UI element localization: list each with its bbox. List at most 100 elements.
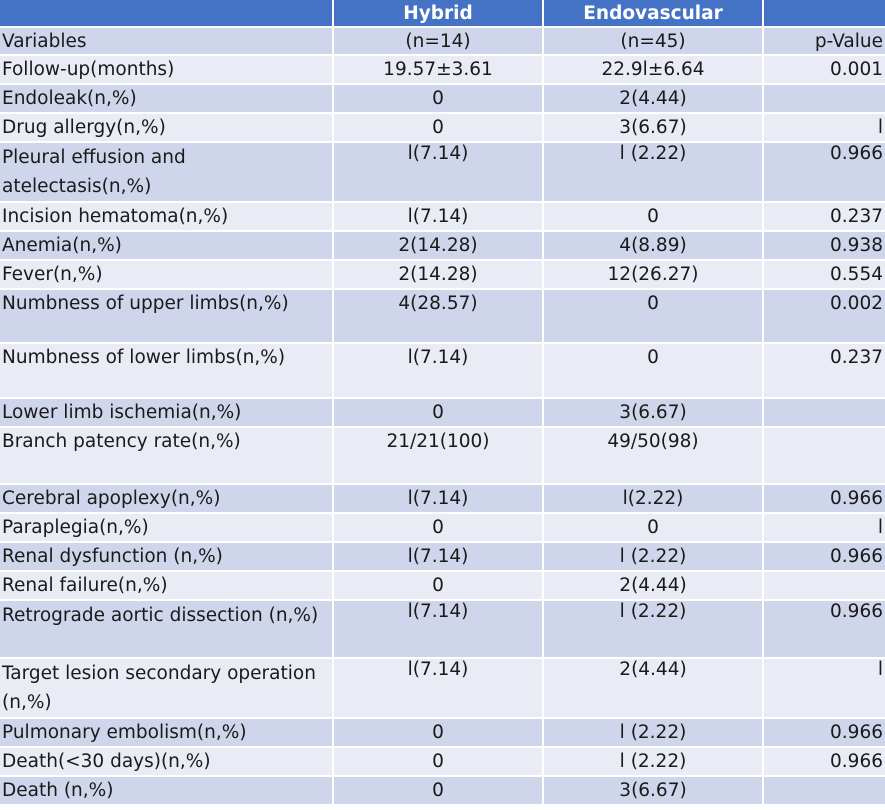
hybrid-cell: 4(28.57)	[333, 289, 544, 344]
table-row: Anemia(n,%) 2(14.28) 4(8.89) 0.938	[0, 231, 885, 261]
hybrid-cell: 0	[333, 513, 544, 543]
endovascular-cell: 0	[543, 343, 764, 399]
variable-cell: Pleural effusion and atelectasis(n,%)	[0, 142, 334, 203]
p-value-cell	[763, 84, 885, 114]
table-row: Variables (n=14) (n=45) p-Value	[0, 27, 885, 56]
variable-cell: Renal failure(n,%)	[0, 571, 334, 601]
p-value-cell: 0.002	[763, 289, 885, 344]
endovascular-cell: 4(8.89)	[543, 231, 764, 261]
table-body: Variables (n=14) (n=45) p-Value Follow-up(mo…	[0, 27, 885, 806]
endovascular-cell: 3(6.67)	[543, 398, 764, 428]
table-row: Drug allergy(n,%) 0 3(6.67) l	[0, 113, 885, 143]
table-row: Branch patency rate(n,%) 21/21(100) 49/50(…	[0, 427, 885, 485]
hybrid-cell: 0	[333, 113, 544, 143]
variable-cell: Follow-up(months)	[0, 55, 334, 85]
p-value-cell: 0.966	[763, 484, 885, 514]
table-row: Lower limb ischemia(n,%) 0 3(6.67)	[0, 398, 885, 428]
variable-cell: Numbness of upper limbs(n,%)	[0, 289, 334, 344]
hybrid-cell: l(7.14)	[333, 484, 544, 514]
hybrid-cell: l(7.14)	[333, 658, 544, 719]
variable-cell: Incision hematoma(n,%)	[0, 202, 334, 232]
p-value-cell: l	[763, 658, 885, 719]
table-row: Pleural effusion and atelectasis(n,%) l(7…	[0, 142, 885, 203]
hybrid-cell: l(7.14)	[333, 142, 544, 203]
table-row: Endoleak(n,%) 0 2(4.44)	[0, 84, 885, 114]
endovascular-cell: 0	[543, 513, 764, 543]
variable-cell: Death (n,%)	[0, 776, 334, 806]
header-cell-endovascular: Endovascular	[543, 0, 764, 28]
hybrid-cell: l(7.14)	[333, 343, 544, 399]
p-value-cell	[763, 776, 885, 806]
endovascular-cell: (n=45)	[543, 27, 764, 56]
endovascular-cell: 22.9l±6.64	[543, 55, 764, 85]
hybrid-cell: l(7.14)	[333, 542, 544, 572]
hybrid-cell: 0	[333, 84, 544, 114]
header-cell-hybrid: Hybrid	[333, 0, 544, 28]
variable-cell: Pulmonary embolism(n,%)	[0, 718, 334, 748]
hybrid-cell: 2(14.28)	[333, 260, 544, 290]
p-value-cell: 0.237	[763, 343, 885, 399]
p-value-cell	[763, 398, 885, 428]
hybrid-cell: 19.57±3.61	[333, 55, 544, 85]
variable-cell: Branch patency rate(n,%)	[0, 427, 334, 485]
hybrid-cell: 2(14.28)	[333, 231, 544, 261]
p-value-cell	[763, 571, 885, 601]
p-value-cell: 0.966	[763, 600, 885, 659]
variable-cell: Renal dysfunction (n,%)	[0, 542, 334, 572]
p-value-cell: 0.966	[763, 747, 885, 777]
endovascular-cell: l (2.22)	[543, 142, 764, 203]
table-header-row: Hybrid Endovascular	[0, 0, 885, 28]
table-row: Death(<30 days)(n,%) 0 l (2.22) 0.966	[0, 747, 885, 777]
table-row: Numbness of lower limbs(n,%) l(7.14) 0 0.23…	[0, 343, 885, 399]
hybrid-cell: 0	[333, 747, 544, 777]
endovascular-cell: 0	[543, 202, 764, 232]
table-row: Retrograde aortic dissection (n,%) l(7.14…	[0, 600, 885, 659]
variable-cell: Lower limb ischemia(n,%)	[0, 398, 334, 428]
endovascular-cell: 49/50(98)	[543, 427, 764, 485]
variable-cell: Retrograde aortic dissection (n,%)	[0, 600, 334, 659]
hybrid-cell: (n=14)	[333, 27, 544, 56]
endovascular-cell: l (2.22)	[543, 747, 764, 777]
hybrid-cell: 0	[333, 398, 544, 428]
endovascular-cell: 2(4.44)	[543, 571, 764, 601]
table-row: Follow-up(months) 19.57±3.61 22.9l±6.64 0.0…	[0, 55, 885, 85]
endovascular-cell: 2(4.44)	[543, 658, 764, 719]
hybrid-cell: 0	[333, 571, 544, 601]
table-row: Target lesion secondary operation (n,%) l…	[0, 658, 885, 719]
table-row: Renal failure(n,%) 0 2(4.44)	[0, 571, 885, 601]
table-row: Paraplegia(n,%) 0 0 l	[0, 513, 885, 543]
endovascular-cell: l (2.22)	[543, 542, 764, 572]
hybrid-cell: 21/21(100)	[333, 427, 544, 485]
endovascular-cell: l (2.22)	[543, 600, 764, 659]
variable-cell: Fever(n,%)	[0, 260, 334, 290]
p-value-cell: l	[763, 113, 885, 143]
variable-cell: Drug allergy(n,%)	[0, 113, 334, 143]
variable-cell: Variables	[0, 27, 334, 56]
table-row: Incision hematoma(n,%) l(7.14) 0 0.237	[0, 202, 885, 232]
table-row: Numbness of upper limbs(n,%) 4(28.57) 0 0.0…	[0, 289, 885, 344]
hybrid-cell: l(7.14)	[333, 600, 544, 659]
variable-cell: Anemia(n,%)	[0, 231, 334, 261]
endovascular-cell: l (2.22)	[543, 718, 764, 748]
variable-cell: Numbness of lower limbs(n,%)	[0, 343, 334, 399]
table-row: Fever(n,%) 2(14.28) 12(26.27) 0.554	[0, 260, 885, 290]
table-row: Death (n,%) 0 3(6.67)	[0, 776, 885, 806]
p-value-cell: 0.554	[763, 260, 885, 290]
p-value-cell: l	[763, 513, 885, 543]
hybrid-cell: l(7.14)	[333, 202, 544, 232]
table-row: Pulmonary embolism(n,%) 0 l (2.22) 0.966	[0, 718, 885, 748]
table-row: Cerebral apoplexy(n,%) l(7.14) l(2.22) 0.96…	[0, 484, 885, 514]
header-cell-blank-right	[763, 0, 885, 28]
variable-cell: Death(<30 days)(n,%)	[0, 747, 334, 777]
hybrid-cell: 0	[333, 718, 544, 748]
p-value-cell: 0.237	[763, 202, 885, 232]
header-cell-blank	[0, 0, 334, 28]
p-value-cell	[763, 427, 885, 485]
hybrid-cell: 0	[333, 776, 544, 806]
endovascular-cell: 12(26.27)	[543, 260, 764, 290]
endovascular-cell: 2(4.44)	[543, 84, 764, 114]
p-value-cell: 0.966	[763, 542, 885, 572]
endovascular-cell: 3(6.67)	[543, 776, 764, 806]
variable-cell: Endoleak(n,%)	[0, 84, 334, 114]
